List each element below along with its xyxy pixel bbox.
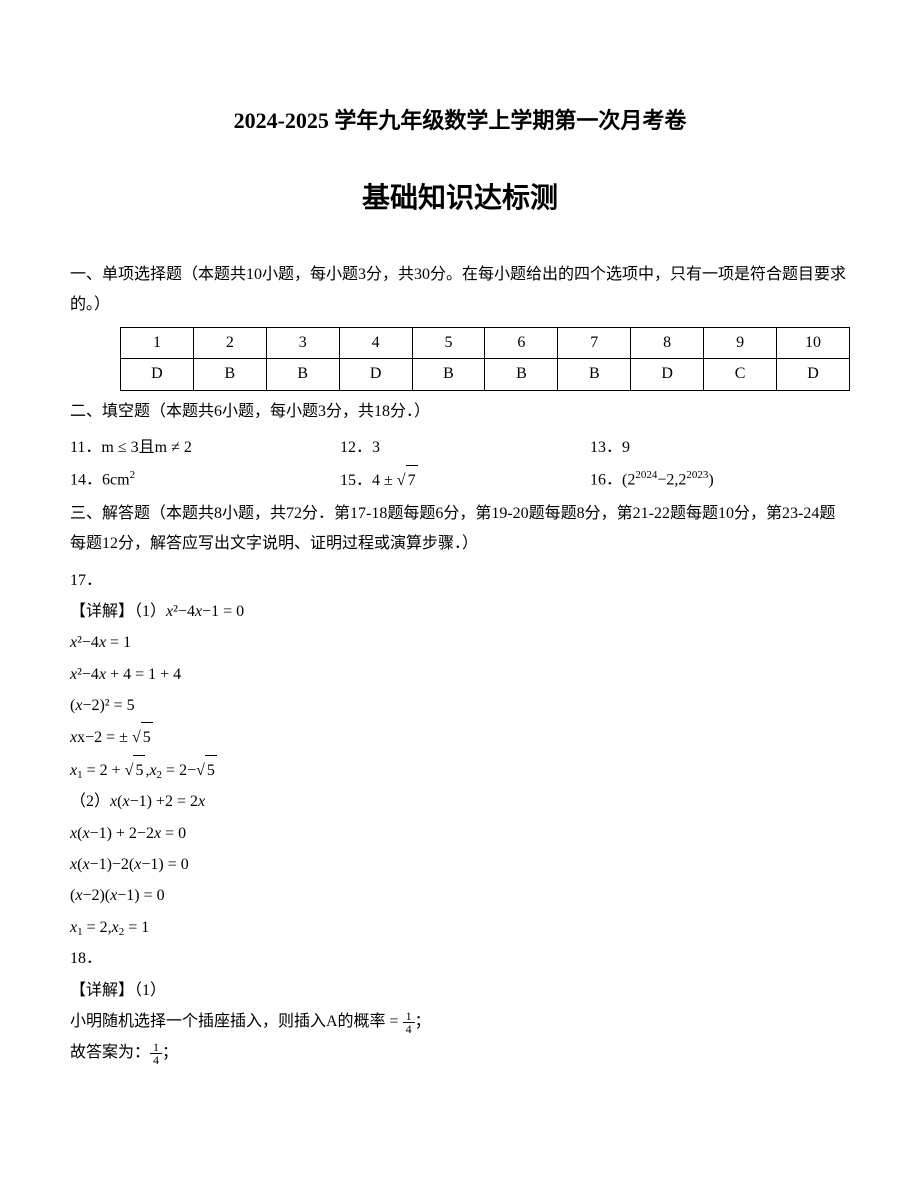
part2-eq5: x1 = 2,x2 = 1 xyxy=(70,913,850,943)
q18-text: 小明随机选择一个插座插入，则插入A的概率 = xyxy=(70,1013,403,1030)
section2-intro: 二、填空题（本题共6小题，每小题3分，共18分．） xyxy=(70,397,850,427)
q13-label: 13． xyxy=(590,439,622,456)
table-cell: 5 xyxy=(412,327,485,358)
table-cell: C xyxy=(704,359,777,390)
part2-eq4: (x−2)(x−1) = 0 xyxy=(70,881,850,911)
table-cell: 4 xyxy=(339,327,412,358)
fill-row-1: 11．m ≤ 3且m ≠ 2 12．3 13．9 xyxy=(70,433,850,463)
q14-answer: 6cm xyxy=(102,472,130,489)
q14-sup: 2 xyxy=(130,469,136,481)
q14-label: 14． xyxy=(70,472,102,489)
q11-answer: m ≤ 3且m ≠ 2 xyxy=(101,439,191,456)
table-cell: B xyxy=(266,359,339,390)
q12-answer: 3 xyxy=(372,439,380,456)
table-cell: D xyxy=(631,359,704,390)
table-cell: B xyxy=(485,359,558,390)
sqrt-icon: 5 xyxy=(125,755,146,786)
q15-sqrt: 7 xyxy=(406,465,418,496)
q17-part2: （2）x(x−1) +2 = 2x xyxy=(70,787,850,817)
answer-table: 1 2 3 4 5 6 7 8 9 10 D B B D B B B D C D xyxy=(120,327,850,391)
eq5: xx−2 = ± 5 xyxy=(70,722,850,753)
table-cell: 1 xyxy=(121,327,194,358)
table-cell: B xyxy=(412,359,485,390)
q16-mid: −2,2 xyxy=(657,472,686,489)
q11: 11．m ≤ 3且m ≠ 2 xyxy=(70,433,340,463)
table-cell: D xyxy=(777,359,850,390)
title-sub: 基础知识达标测 xyxy=(70,172,850,225)
q15-answer-prefix: 4 ± xyxy=(372,472,397,489)
q18-text2: 故答案为：14； xyxy=(70,1038,850,1068)
q13-answer: 9 xyxy=(622,439,630,456)
table-cell: 10 xyxy=(777,327,850,358)
q14: 14．6cm2 xyxy=(70,465,340,496)
q16-label: 16． xyxy=(590,472,622,489)
q18-text1: 小明随机选择一个插座插入，则插入A的概率 = 14； xyxy=(70,1007,850,1037)
q18-detail: 【详解】（1） xyxy=(70,976,850,1006)
q12: 12．3 xyxy=(340,433,590,463)
fill-row-2: 14．6cm2 15．4 ± 7 16．(22024−2,22023) xyxy=(70,465,850,496)
section1-intro: 一、单项选择题（本题共10小题，每小题3分，共30分。在每小题给出的四个选项中，… xyxy=(70,260,850,321)
q16-exp1: 2024 xyxy=(635,469,657,481)
sqrt-icon: 7 xyxy=(397,465,418,496)
fraction: 14 xyxy=(403,1010,415,1035)
table-cell: 7 xyxy=(558,327,631,358)
title-main: 2024-2025 学年九年级数学上学期第一次月考卷 xyxy=(70,100,850,142)
semicolon: ； xyxy=(162,1044,178,1061)
q15-label: 15． xyxy=(340,472,372,489)
table-row: 1 2 3 4 5 6 7 8 9 10 xyxy=(121,327,850,358)
q12-label: 12． xyxy=(340,439,372,456)
eq6: x1 = 2 + 5,x2 = 2−5 xyxy=(70,755,850,786)
q16-open: (2 xyxy=(622,472,635,489)
table-cell: 3 xyxy=(266,327,339,358)
table-cell: D xyxy=(339,359,412,390)
q16: 16．(22024−2,22023) xyxy=(590,465,840,496)
sqrt-icon: 5 xyxy=(132,722,153,753)
semicolon: ； xyxy=(415,1013,431,1030)
table-cell: 9 xyxy=(704,327,777,358)
part2-eq2: x(x−1) + 2−2x = 0 xyxy=(70,819,850,849)
table-cell: 6 xyxy=(485,327,558,358)
table-row: D B B D B B B D C D xyxy=(121,359,850,390)
part2-label: （2） xyxy=(70,793,110,810)
table-cell: 2 xyxy=(193,327,266,358)
q11-label: 11． xyxy=(70,439,101,456)
q18-text2-label: 故答案为： xyxy=(70,1044,150,1061)
section3-intro: 三、解答题（本题共8小题，共72分．第17-18题每题6分，第19-20题每题8… xyxy=(70,499,850,560)
detail-label: 【详解】（1） xyxy=(70,603,166,620)
table-cell: 8 xyxy=(631,327,704,358)
table-cell: B xyxy=(558,359,631,390)
q17-label: 17． xyxy=(70,566,850,596)
table-cell: B xyxy=(193,359,266,390)
q16-exp2: 2023 xyxy=(686,469,708,481)
eq4: (x−2)² = 5 xyxy=(70,691,850,721)
q15: 15．4 ± 7 xyxy=(340,465,590,496)
part2-eq3: x(x−1)−2(x−1) = 0 xyxy=(70,850,850,880)
eq1: x²−4x−1 = 0 xyxy=(166,603,244,620)
fraction: 14 xyxy=(150,1041,162,1066)
q18-label: 18． xyxy=(70,944,850,974)
sqrt-icon: 5 xyxy=(196,755,217,786)
q16-close: ) xyxy=(708,472,713,489)
q13: 13．9 xyxy=(590,433,840,463)
eq3: x²−4x + 4 = 1 + 4 xyxy=(70,660,850,690)
table-cell: D xyxy=(121,359,194,390)
q17-detail: 【详解】（1）x²−4x−1 = 0 xyxy=(70,597,850,627)
eq2: x²−4x = 1 xyxy=(70,628,850,658)
